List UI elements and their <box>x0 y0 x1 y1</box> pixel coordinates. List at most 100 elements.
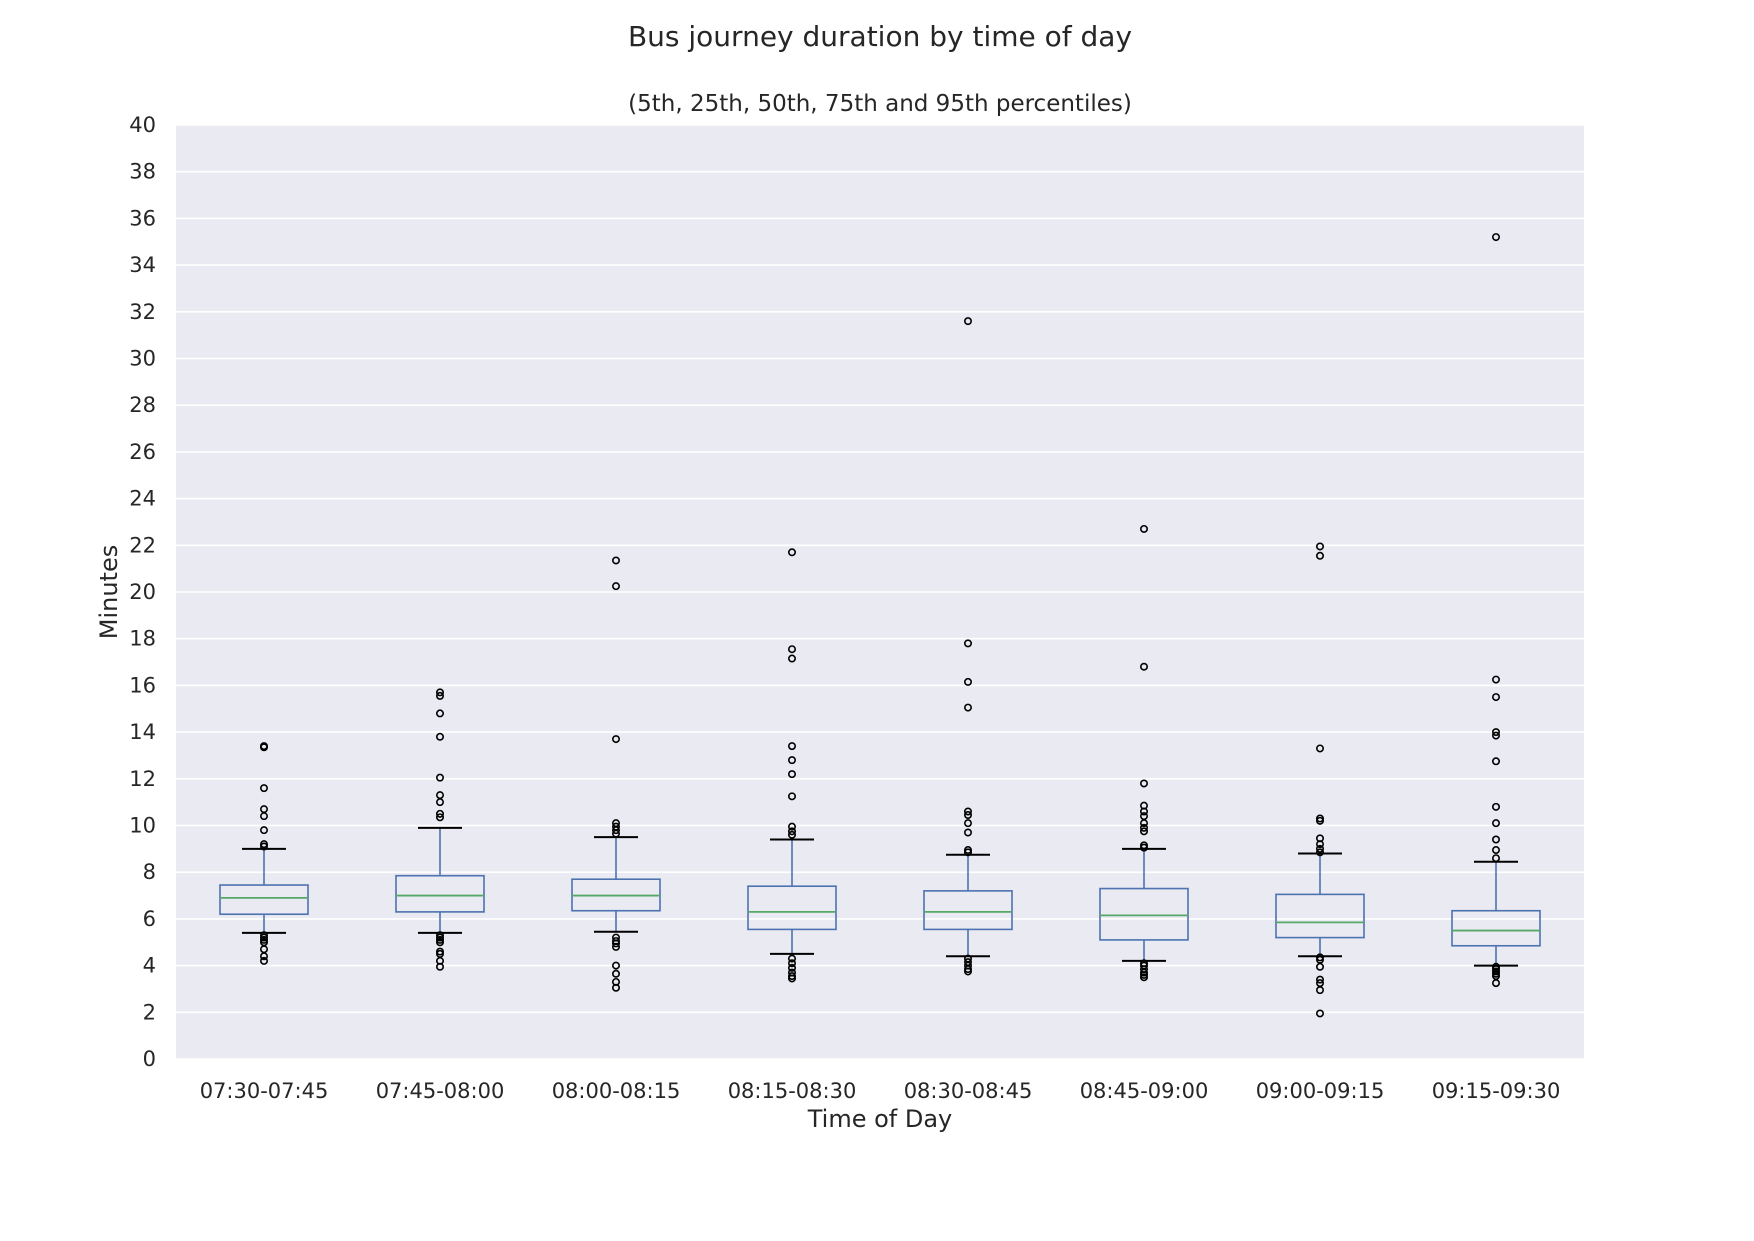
gridlines <box>176 124 1584 1060</box>
outlier-point <box>259 812 268 821</box>
outlier-point <box>435 773 444 782</box>
outlier-point <box>787 959 796 968</box>
outlier-point <box>1140 973 1149 982</box>
y-tick-label: 6 <box>143 907 156 931</box>
outlier-point <box>1492 802 1501 811</box>
outlier-point <box>259 784 268 793</box>
y-tick-label: 30 <box>129 347 156 371</box>
outlier-point <box>787 654 796 663</box>
box-07:30-07:45 <box>219 742 309 965</box>
box-08:15-08:30 <box>747 548 837 983</box>
iqr-box <box>395 874 485 913</box>
y-tick-label: 0 <box>143 1047 156 1071</box>
y-tick-label: 40 <box>129 113 156 137</box>
y-tick-label: 18 <box>129 627 156 651</box>
iqr-box <box>1275 893 1365 939</box>
outlier-point <box>1492 757 1501 766</box>
outlier-point <box>611 556 620 565</box>
x-tick-label: 08:15-08:30 <box>728 1079 857 1103</box>
outlier-point <box>1316 975 1325 984</box>
x-tick-label: 08:45-09:00 <box>1080 1079 1209 1103</box>
y-tick-label: 8 <box>143 860 156 884</box>
iqr-box <box>923 890 1013 931</box>
outlier-point <box>1492 675 1501 684</box>
outlier-point <box>1316 986 1325 995</box>
y-tick-label: 14 <box>129 720 156 744</box>
x-tick-labels: 07:30-07:45 07:45-08:00 08:00-08:15 08:15-0… <box>200 1079 1561 1103</box>
outlier-point <box>1316 1009 1325 1018</box>
y-tick-label: 4 <box>143 954 156 978</box>
outlier-point <box>787 770 796 779</box>
outlier-point <box>259 842 268 851</box>
outlier-point <box>963 967 972 976</box>
outlier-point <box>963 819 972 828</box>
outlier-point <box>611 983 620 992</box>
outlier-point <box>787 974 796 983</box>
outlier-point <box>1492 979 1501 988</box>
boxes-group <box>219 233 1541 1018</box>
outlier-point <box>1140 662 1149 671</box>
outlier-point <box>787 792 796 801</box>
outlier-point <box>435 709 444 718</box>
outlier-point <box>963 848 972 857</box>
y-tick-label: 10 <box>129 814 156 838</box>
outlier-point <box>1492 731 1501 740</box>
outlier-point <box>1492 835 1501 844</box>
outlier-point <box>1492 233 1501 242</box>
y-tick-label: 24 <box>129 487 156 511</box>
outlier-point <box>1140 779 1149 788</box>
y-tick-label: 26 <box>129 440 156 464</box>
y-tick-label: 12 <box>129 767 156 791</box>
box-09:15-09:30 <box>1451 233 1541 988</box>
outlier-point <box>1316 551 1325 560</box>
box-08:30-08:45 <box>923 317 1013 976</box>
x-tick-label: 08:00-08:15 <box>552 1079 681 1103</box>
outlier-point <box>1316 848 1325 857</box>
y-tick-label: 34 <box>129 253 156 277</box>
y-tick-label: 28 <box>129 393 156 417</box>
box-08:00-08:15 <box>571 556 661 992</box>
outlier-point <box>435 798 444 807</box>
y-axis-label: Minutes <box>95 545 123 639</box>
outlier-point <box>1316 962 1325 971</box>
outlier-point <box>435 691 444 700</box>
iqr-box <box>219 884 309 916</box>
outlier-point <box>787 822 796 831</box>
box-09:00-09:15 <box>1275 542 1365 1018</box>
outlier-point <box>435 809 444 818</box>
iqr-box <box>747 885 837 931</box>
outlier-point <box>259 952 268 961</box>
outlier-point <box>435 688 444 697</box>
outlier-point <box>1316 816 1325 825</box>
outlier-point <box>1140 823 1149 832</box>
outlier-point <box>787 954 796 963</box>
chart-subtitle: (5th, 25th, 50th, 75th and 95th percenti… <box>628 91 1132 117</box>
outlier-point <box>1492 846 1501 855</box>
y-tick-label: 16 <box>129 673 156 697</box>
outlier-point <box>259 743 268 752</box>
x-tick-label: 08:30-08:45 <box>904 1079 1033 1103</box>
outlier-point <box>1140 827 1149 836</box>
outlier-point <box>435 962 444 971</box>
outlier-point <box>1140 843 1149 852</box>
outlier-point <box>611 939 620 948</box>
y-tick-label: 32 <box>129 300 156 324</box>
outlier-point <box>787 645 796 654</box>
y-tick-label: 20 <box>129 580 156 604</box>
outlier-point <box>963 828 972 837</box>
x-tick-label: 07:45-08:00 <box>376 1079 505 1103</box>
outlier-point <box>435 732 444 741</box>
chart-title: Bus journey duration by time of day <box>628 20 1132 53</box>
x-tick-label: 09:15-09:30 <box>1432 1079 1561 1103</box>
outlier-point <box>963 810 972 819</box>
outlier-point <box>787 548 796 557</box>
outlier-point <box>963 639 972 648</box>
outlier-point <box>611 582 620 591</box>
y-tick-label: 36 <box>129 206 156 230</box>
outlier-point <box>611 735 620 744</box>
outlier-point <box>1492 819 1501 828</box>
outlier-point <box>787 827 796 836</box>
y-tick-label: 22 <box>129 533 156 557</box>
iqr-box <box>1451 909 1541 947</box>
